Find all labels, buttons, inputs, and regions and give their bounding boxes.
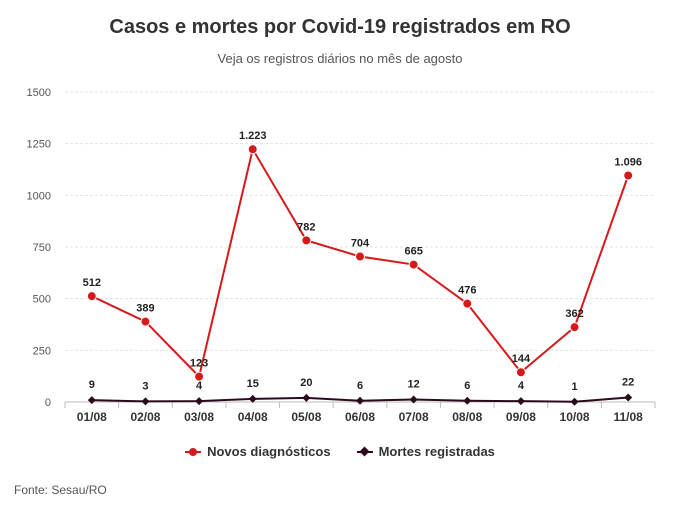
data-point-mortes-registradas bbox=[302, 393, 311, 402]
data-label-novos-diagnosticos: 1.096 bbox=[614, 156, 642, 168]
data-point-mortes-registradas bbox=[409, 395, 418, 404]
x-tick-label: 04/08 bbox=[238, 410, 268, 424]
chart-legend: Novos diagnósticos Mortes registradas bbox=[0, 444, 680, 459]
data-label-mortes-registradas: 22 bbox=[622, 376, 634, 388]
data-label-mortes-registradas: 4 bbox=[196, 380, 203, 392]
x-tick-label: 09/08 bbox=[506, 410, 536, 424]
x-tick-label: 07/08 bbox=[399, 410, 429, 424]
data-point-mortes-registradas bbox=[141, 397, 150, 406]
y-tick-label: 1500 bbox=[27, 87, 51, 99]
data-label-novos-diagnosticos: 362 bbox=[565, 308, 583, 320]
data-point-novos-diagnosticos bbox=[408, 259, 419, 270]
data-label-mortes-registradas: 1 bbox=[571, 381, 577, 393]
x-tick-label: 05/08 bbox=[291, 410, 321, 424]
legend-swatch-circle bbox=[185, 447, 202, 457]
data-point-mortes-registradas bbox=[87, 396, 96, 405]
data-point-mortes-registradas bbox=[195, 397, 204, 406]
data-label-mortes-registradas: 3 bbox=[142, 380, 148, 392]
data-label-mortes-registradas: 6 bbox=[464, 380, 470, 392]
line-chart: 0 250 500 750 1000 1250 1500 01/08 02/08 03/08 04/… bbox=[27, 87, 656, 424]
source-note: Fonte: Sesau/RO bbox=[14, 483, 107, 497]
data-point-novos-diagnosticos bbox=[247, 144, 258, 155]
data-point-mortes-registradas bbox=[356, 396, 364, 405]
x-tick-label: 11/08 bbox=[613, 410, 643, 424]
data-point-novos-diagnosticos bbox=[569, 322, 580, 333]
data-point-mortes-registradas bbox=[463, 396, 472, 405]
data-label-mortes-registradas: 12 bbox=[408, 379, 420, 391]
legend-label: Mortes registradas bbox=[378, 444, 495, 459]
data-point-mortes-registradas bbox=[624, 393, 633, 402]
series-line-novos-diagnosticos bbox=[91, 146, 630, 379]
legend-label: Novos diagnósticos bbox=[207, 444, 331, 459]
x-tick-label: 10/08 bbox=[560, 410, 590, 424]
data-point-novos-diagnosticos bbox=[355, 251, 365, 262]
data-point-novos-diagnosticos bbox=[140, 316, 151, 327]
data-label-novos-diagnosticos: 1.223 bbox=[239, 130, 267, 142]
data-point-mortes-registradas bbox=[570, 397, 579, 406]
data-label-novos-diagnosticos: 704 bbox=[351, 238, 370, 250]
y-tick-label: 500 bbox=[33, 294, 51, 306]
y-tick-label: 1250 bbox=[27, 139, 51, 151]
x-tick-label: 01/08 bbox=[77, 410, 107, 424]
x-tick-label: 06/08 bbox=[345, 410, 375, 424]
data-point-mortes-registradas bbox=[248, 394, 257, 403]
y-tick-label: 750 bbox=[33, 242, 51, 254]
legend-item-novos-diagnosticos[interactable]: Novos diagnósticos bbox=[185, 444, 331, 459]
data-point-novos-diagnosticos bbox=[86, 291, 97, 302]
y-tick-label: 0 bbox=[45, 397, 51, 409]
data-label-novos-diagnosticos: 782 bbox=[297, 221, 315, 233]
data-point-mortes-registradas bbox=[516, 397, 525, 406]
data-label-mortes-registradas: 6 bbox=[357, 380, 363, 392]
legend-item-mortes-registradas[interactable]: Mortes registradas bbox=[356, 444, 495, 459]
x-tick-label: 08/08 bbox=[452, 410, 482, 424]
data-label-novos-diagnosticos: 123 bbox=[190, 358, 208, 370]
data-label-novos-diagnosticos: 476 bbox=[458, 285, 476, 297]
chart-title: Casos e mortes por Covid-19 registrados … bbox=[109, 16, 571, 38]
data-point-novos-diagnosticos bbox=[515, 367, 526, 378]
data-point-novos-diagnosticos bbox=[301, 235, 312, 246]
y-tick-label: 1000 bbox=[27, 190, 51, 202]
chart-subtitle: Veja os registros diários no mês de agos… bbox=[217, 51, 463, 66]
data-label-mortes-registradas: 20 bbox=[300, 377, 312, 389]
legend-diamond bbox=[359, 446, 370, 456]
data-label-novos-diagnosticos: 665 bbox=[404, 246, 422, 258]
data-label-mortes-registradas: 4 bbox=[518, 380, 525, 392]
x-tick-label: 02/08 bbox=[130, 410, 160, 424]
data-label-novos-diagnosticos: 512 bbox=[83, 277, 101, 289]
data-label-novos-diagnosticos: 144 bbox=[512, 353, 531, 365]
data-label-mortes-registradas: 15 bbox=[247, 378, 259, 390]
legend-swatch-diamond bbox=[356, 446, 373, 457]
x-tick-label: 03/08 bbox=[184, 410, 214, 424]
data-point-novos-diagnosticos bbox=[194, 371, 205, 382]
data-label-mortes-registradas: 9 bbox=[89, 379, 95, 391]
y-tick-label: 250 bbox=[33, 345, 51, 357]
data-point-novos-diagnosticos bbox=[623, 170, 634, 181]
legend-dot bbox=[189, 447, 198, 456]
data-label-novos-diagnosticos: 389 bbox=[136, 303, 154, 315]
data-point-novos-diagnosticos bbox=[462, 298, 473, 309]
